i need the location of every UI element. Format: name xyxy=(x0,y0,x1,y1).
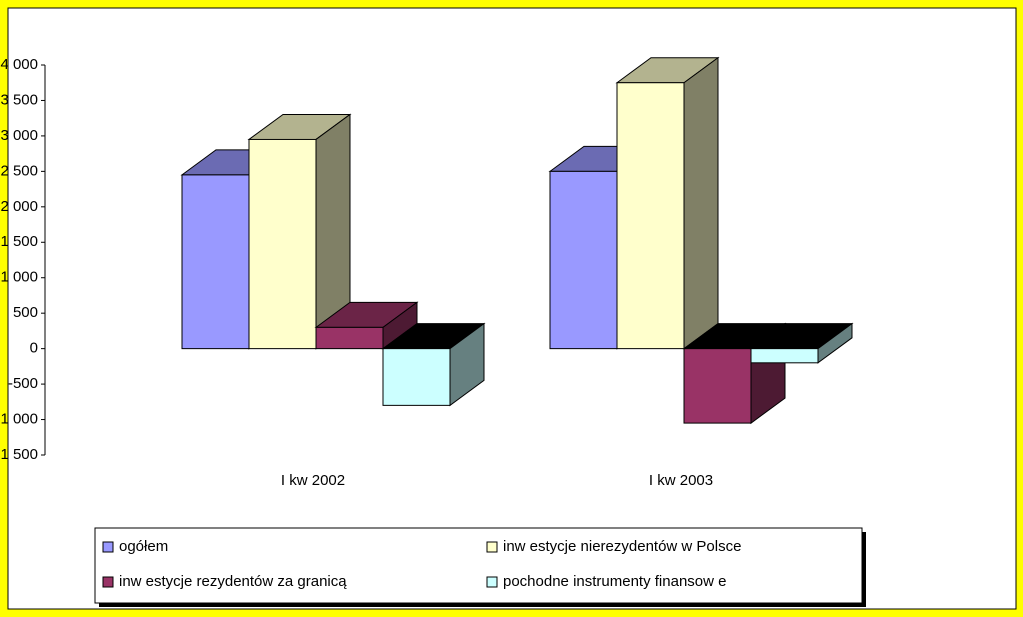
legend-label: pochodne instrumenty finansow e xyxy=(503,573,726,590)
legend xyxy=(94,527,863,604)
y-tick-label: 3 000 xyxy=(0,127,38,144)
bar xyxy=(248,138,317,350)
bar xyxy=(549,170,618,350)
x-tick-label: I kw 2003 xyxy=(649,472,713,489)
bar xyxy=(181,174,250,350)
y-tick-label: -1 500 xyxy=(0,446,38,463)
y-tick-label: 3 500 xyxy=(0,91,38,108)
legend-label: inw estycje nierezydentów w Polsce xyxy=(503,538,741,555)
legend-marker xyxy=(486,541,498,553)
bar xyxy=(683,348,752,424)
y-tick-label: 2 500 xyxy=(0,162,38,179)
legend-label: inw estycje rezydentów za granicą xyxy=(119,573,347,590)
bar-side xyxy=(683,56,719,350)
y-tick-label: 1 500 xyxy=(0,233,38,250)
bar xyxy=(616,82,685,350)
y-tick-label: 1 000 xyxy=(0,269,38,286)
legend-marker xyxy=(486,576,498,588)
legend-marker xyxy=(102,541,114,553)
y-tick-label: 4 000 xyxy=(0,56,38,73)
bar xyxy=(315,326,384,350)
y-tick-label: -1 000 xyxy=(0,411,38,428)
y-tick-label: 0 xyxy=(30,340,38,357)
chart-area xyxy=(7,7,1017,610)
y-tick-label: -500 xyxy=(8,375,38,392)
y-tick-label: 2 000 xyxy=(0,198,38,215)
x-tick-label: I kw 2002 xyxy=(281,472,345,489)
legend-marker xyxy=(102,576,114,588)
bar xyxy=(750,348,819,364)
y-tick-label: 500 xyxy=(13,304,38,321)
legend-label: ogółem xyxy=(119,538,168,555)
bar xyxy=(382,348,451,406)
